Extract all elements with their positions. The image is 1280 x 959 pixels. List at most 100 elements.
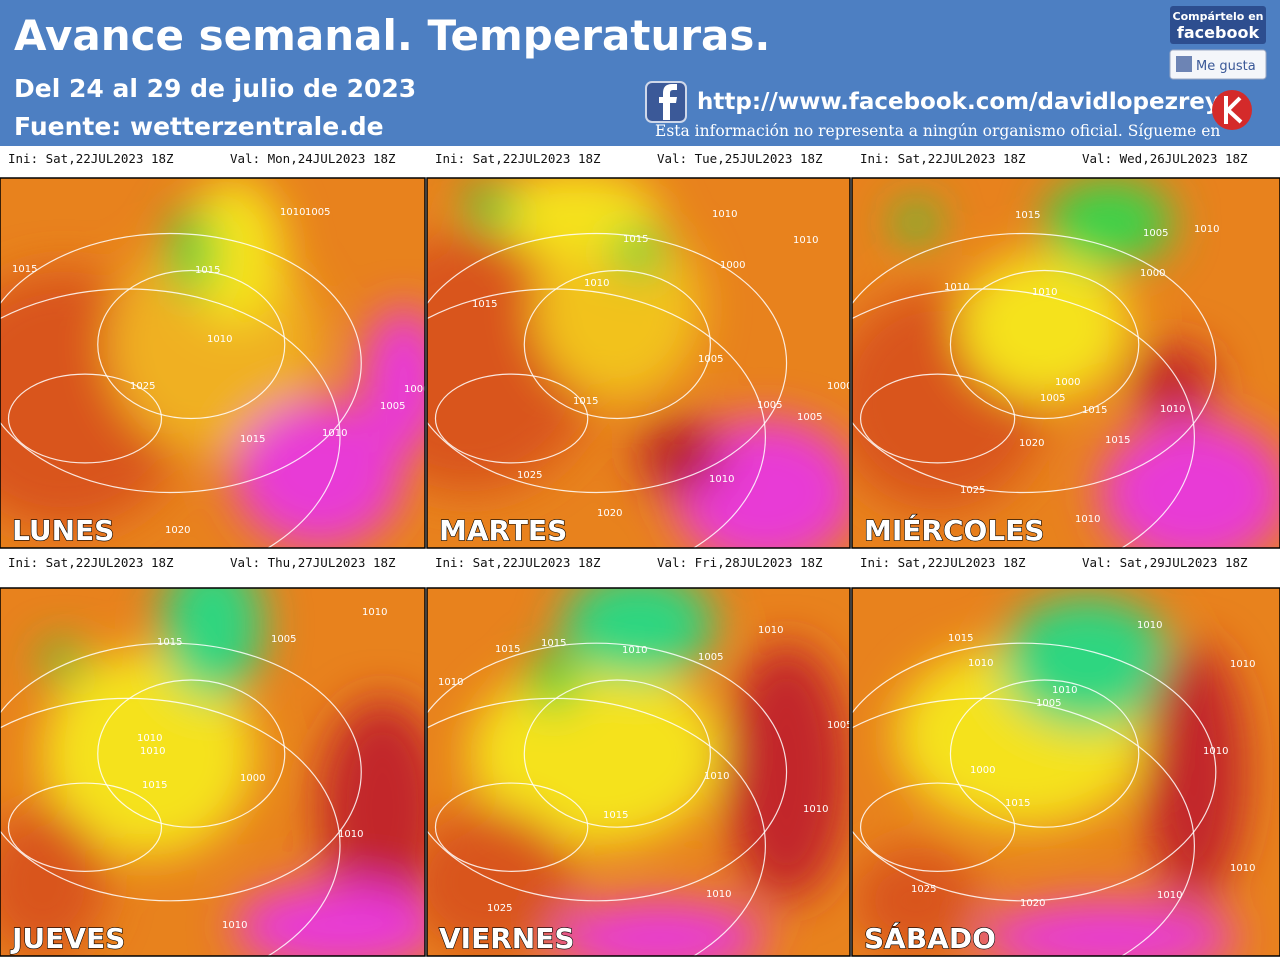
panel-header-bg	[852, 146, 1280, 178]
isobar-label: 1005	[827, 720, 852, 731]
isobar	[0, 642, 362, 902]
isobar-label: 1010	[1230, 863, 1255, 874]
temperature-field	[318, 698, 425, 920]
temperature-field	[161, 588, 264, 699]
temperature-field	[1143, 643, 1246, 901]
temperature-field	[490, 178, 660, 260]
isobar-label: 1000	[240, 773, 265, 784]
isobar-label: 1015	[603, 810, 628, 821]
valid-time: Val: Tue,25JUL2023 18Z	[657, 151, 823, 166]
map-border	[0, 587, 426, 957]
temperature-map: 1010 1010 1015 1000 1010 1015 1005 1015 1005 1005…	[427, 178, 850, 548]
init-time: Ini: Sat,22JUL2023 18Z	[8, 555, 174, 570]
map-panel: Ini: Sat,22JUL2023 18Z Val: Thu,27JUL2023…	[0, 550, 426, 957]
isobar-label: 1010	[222, 920, 247, 931]
isobar-label: 1000	[970, 765, 995, 776]
day-label: MIÉRCOLES	[864, 513, 1044, 547]
isobar	[852, 232, 1217, 494]
isobar-label: 1015	[195, 265, 220, 276]
isobar	[7, 373, 163, 464]
isobar	[434, 373, 589, 464]
valid-time: Val: Wed,26JUL2023 18Z	[1082, 151, 1248, 166]
isobar-label: 1025	[517, 470, 542, 481]
temperature-field	[894, 203, 938, 241]
isobar	[427, 232, 788, 494]
temperature-field	[42, 643, 85, 680]
isobar	[97, 269, 286, 420]
day-label: MARTES	[439, 514, 567, 547]
isobar	[427, 697, 766, 956]
isobar-label: 1010	[622, 645, 647, 656]
isobar	[852, 288, 1195, 548]
share-line2: facebook	[1177, 23, 1260, 42]
temperature-field	[233, 400, 404, 548]
temperature-field	[1130, 344, 1216, 419]
panels: Ini: Sat,22JUL2023 18Z Val: Mon,24JUL2023…	[0, 146, 1280, 957]
isobar-label: 1000	[1055, 377, 1080, 388]
isobar-label: 1015	[12, 264, 37, 275]
map-border	[426, 177, 851, 549]
isobar-label: 1010	[1194, 224, 1219, 235]
temperature-field	[1044, 178, 1174, 267]
isobar-label: 1010	[704, 771, 729, 782]
isobar-label: 1020	[1019, 438, 1044, 449]
isobar-label: 1010	[803, 804, 828, 815]
init-time: Ini: Sat,22JUL2023 18Z	[860, 151, 1026, 166]
share-badge[interactable]: Compártelo en facebook	[1170, 6, 1266, 44]
temperature-map: 1015 1005 1010 1000 1010 1010 1000 1005 1015 1010…	[852, 178, 1280, 548]
isobar-label: 1000	[404, 384, 429, 395]
valid-time: Val: Fri,28JUL2023 18Z	[657, 555, 823, 570]
temperature-field	[0, 808, 107, 956]
isobar	[852, 642, 1217, 902]
day-label: VIERNES	[439, 922, 575, 955]
isobar	[0, 697, 341, 956]
temperature-field	[465, 185, 516, 230]
isobar	[859, 373, 1016, 464]
temperature-field	[182, 178, 285, 326]
isobar-label: 1010	[712, 209, 737, 220]
like-button[interactable]: Me gusta	[1169, 49, 1267, 80]
isobar	[427, 642, 788, 902]
isobar-label: 1010	[758, 625, 783, 636]
isobar-label: 1000	[1140, 268, 1165, 279]
temperature-field	[528, 650, 580, 710]
temperature-fields	[427, 588, 850, 956]
temperature-field	[42, 650, 255, 857]
isobar-label: 1005	[698, 354, 723, 365]
isobar-label: 1005	[1036, 698, 1061, 709]
init-time: Ini: Sat,22JUL2023 18Z	[860, 555, 1026, 570]
map-border	[851, 177, 1280, 549]
isobar-label: 1010	[438, 677, 463, 688]
temperature-fields	[852, 595, 1246, 956]
map-panel: Ini: Sat,22JUL2023 18Z Val: Mon,24JUL2023…	[0, 146, 429, 549]
isobar-label: 1010	[207, 334, 232, 345]
facebook-icon[interactable]	[645, 81, 687, 123]
isobar-label: 1015	[573, 396, 598, 407]
isobar-label: 1015	[240, 434, 265, 445]
facebook-url[interactable]: http://www.facebook.com/davidlopezrey	[697, 89, 1220, 115]
isobar-label: 1010	[362, 607, 387, 618]
isobar-label: 1010	[709, 474, 734, 485]
temperature-field	[361, 307, 425, 456]
init-time: Ini: Sat,22JUL2023 18Z	[8, 151, 174, 166]
isobar-label: 1010	[338, 829, 363, 840]
temperature-field	[562, 588, 715, 680]
isobar	[434, 782, 589, 872]
like-label: Me gusta	[1196, 59, 1256, 74]
isobar-label: 1010	[1160, 404, 1185, 415]
temperature-fields	[427, 178, 850, 548]
temperature-field	[233, 882, 425, 956]
isobar-label: 1005	[271, 634, 296, 645]
isobar-label: 1005	[757, 400, 782, 411]
temperature-field	[1001, 595, 1173, 728]
isobar-label: 1025	[487, 903, 512, 914]
valid-time: Val: Sat,29JUL2023 18Z	[1082, 555, 1248, 570]
temperature-field	[469, 661, 724, 846]
isobar-label: 1010	[1075, 514, 1100, 525]
isobar-label: 1010	[140, 746, 165, 757]
isobar-label: 1010	[1230, 659, 1255, 670]
logo	[1212, 90, 1252, 130]
map-panel: Ini: Sat,22JUL2023 18Z Val: Tue,25JUL2023…	[426, 146, 851, 549]
isobar-label: 1015	[495, 644, 520, 655]
